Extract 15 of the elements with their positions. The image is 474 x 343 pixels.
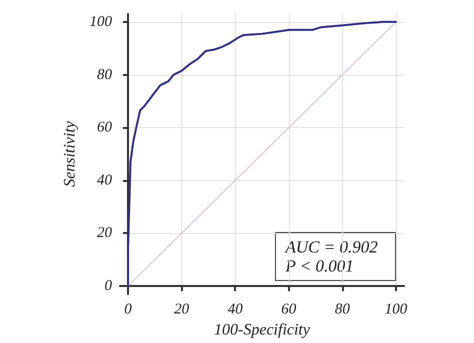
x-axis-title: 100-Specificity bbox=[214, 322, 311, 338]
y-tick-label: 40 bbox=[97, 172, 112, 188]
x-tick-label: 40 bbox=[228, 302, 244, 318]
y-tick-label: 80 bbox=[97, 66, 112, 83]
x-tick-label: 80 bbox=[334, 302, 350, 318]
y-axis-title: Sensitivity bbox=[62, 120, 78, 187]
x-tick-label: 0 bbox=[124, 302, 132, 318]
annotation: AUC = 0.902 bbox=[284, 238, 378, 256]
y-tick-label: 60 bbox=[97, 120, 112, 136]
x-tick-label: 20 bbox=[174, 302, 190, 318]
y-tick-label: 20 bbox=[97, 225, 112, 242]
x-tick-label: 60 bbox=[281, 302, 297, 318]
y-tick-label: 100 bbox=[90, 14, 112, 30]
y-tick-label: 0 bbox=[104, 278, 112, 294]
x-tick-label: 100 bbox=[384, 302, 408, 318]
